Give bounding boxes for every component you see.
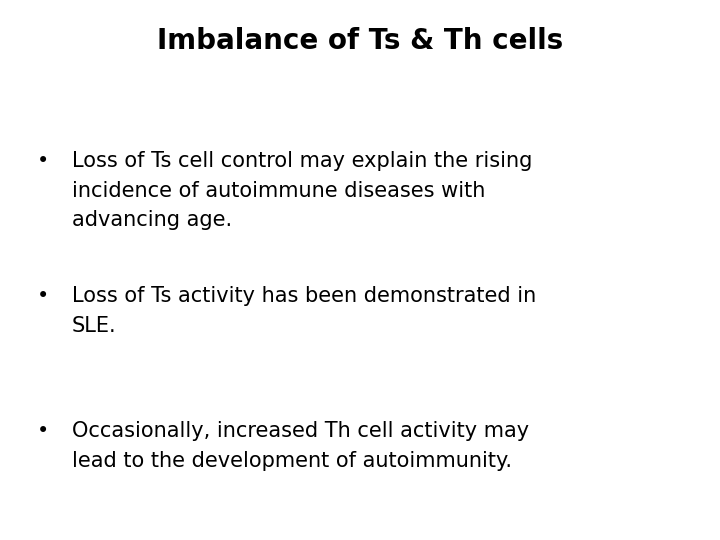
Text: •: • [37, 151, 50, 171]
Text: Loss of Ts activity has been demonstrated in
SLE.: Loss of Ts activity has been demonstrate… [72, 286, 536, 336]
Text: Loss of Ts cell control may explain the rising
incidence of autoimmune diseases : Loss of Ts cell control may explain the … [72, 151, 532, 231]
Text: Occasionally, increased Th cell activity may
lead to the development of autoimmu: Occasionally, increased Th cell activity… [72, 421, 529, 471]
Text: •: • [37, 421, 50, 441]
Text: Imbalance of Ts & Th cells: Imbalance of Ts & Th cells [157, 27, 563, 55]
Text: •: • [37, 286, 50, 306]
